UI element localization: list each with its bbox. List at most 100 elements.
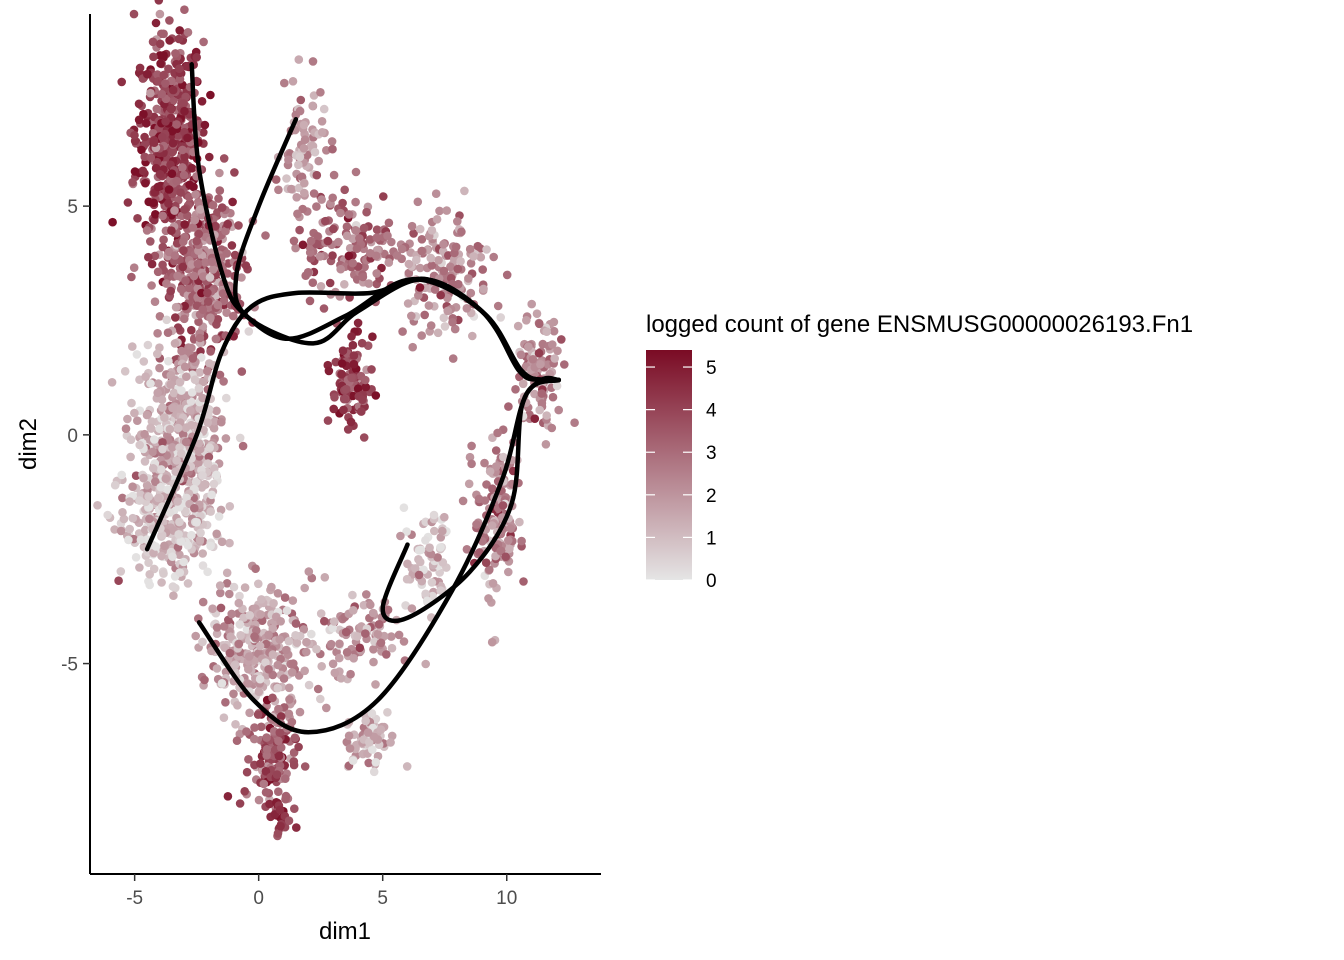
data-point xyxy=(126,452,135,462)
data-point xyxy=(156,482,166,492)
data-point xyxy=(341,627,351,637)
data-point xyxy=(141,372,150,382)
data-point xyxy=(154,379,163,388)
data-point xyxy=(330,393,339,402)
data-point xyxy=(163,485,173,494)
data-point xyxy=(261,658,270,667)
data-point xyxy=(203,567,212,577)
data-point xyxy=(334,237,343,247)
data-point xyxy=(292,193,302,202)
data-point xyxy=(349,606,358,615)
data-point xyxy=(308,57,318,66)
data-point xyxy=(289,236,299,246)
data-point xyxy=(269,599,278,608)
data-point xyxy=(219,154,229,163)
data-point xyxy=(291,619,301,628)
data-point xyxy=(159,29,168,39)
data-point xyxy=(128,178,137,187)
data-point xyxy=(167,169,177,178)
data-point xyxy=(117,77,126,87)
data-point xyxy=(368,608,378,618)
data-point xyxy=(309,91,319,100)
data-point xyxy=(180,220,189,229)
data-point xyxy=(329,404,339,414)
data-point xyxy=(178,145,187,155)
data-point xyxy=(417,235,427,244)
data-point xyxy=(383,231,392,240)
data-point xyxy=(493,428,502,438)
data-point xyxy=(304,680,314,690)
data-point xyxy=(231,720,240,729)
data-point xyxy=(328,659,338,669)
data-point xyxy=(110,525,119,534)
data-point xyxy=(235,799,245,808)
data-point xyxy=(238,441,248,451)
data-point xyxy=(357,407,366,416)
data-point xyxy=(107,378,117,387)
data-point xyxy=(180,5,189,14)
data-point xyxy=(153,329,162,338)
data-point xyxy=(397,244,407,254)
data-point xyxy=(166,286,175,296)
data-point xyxy=(158,403,167,412)
data-point xyxy=(213,300,223,310)
data-point xyxy=(358,272,368,282)
data-point xyxy=(426,549,436,559)
data-point xyxy=(506,524,515,533)
data-point xyxy=(344,731,354,741)
data-point xyxy=(349,654,359,663)
data-point xyxy=(196,528,205,538)
data-point xyxy=(215,370,225,380)
data-point xyxy=(421,536,430,545)
data-point xyxy=(502,270,512,280)
data-point xyxy=(171,49,180,58)
data-point xyxy=(127,398,136,408)
data-point xyxy=(123,414,132,424)
data-point xyxy=(541,440,551,449)
data-point xyxy=(141,178,150,188)
data-point xyxy=(229,689,238,699)
data-point xyxy=(342,222,352,231)
data-point xyxy=(236,631,245,640)
data-point xyxy=(120,367,130,376)
data-point xyxy=(153,267,163,277)
data-point xyxy=(284,155,293,165)
data-point xyxy=(433,328,443,338)
data-point xyxy=(245,611,255,620)
data-point xyxy=(487,637,497,647)
data-point xyxy=(327,137,337,146)
data-point xyxy=(344,251,354,261)
data-point xyxy=(321,216,330,226)
data-point xyxy=(131,471,141,481)
data-point xyxy=(128,342,137,351)
y-tick-label: 0 xyxy=(67,426,78,447)
data-point xyxy=(504,402,513,411)
data-point xyxy=(235,620,245,629)
data-point xyxy=(359,223,369,233)
data-point xyxy=(175,404,184,414)
data-point xyxy=(135,63,145,73)
data-point xyxy=(399,503,409,512)
data-point xyxy=(317,662,327,671)
data-point xyxy=(542,411,551,420)
data-point xyxy=(273,589,283,598)
data-point xyxy=(361,382,371,392)
data-point xyxy=(317,195,326,204)
data-point xyxy=(205,273,215,282)
data-point xyxy=(281,794,290,804)
data-point xyxy=(369,657,378,667)
data-point xyxy=(117,470,126,480)
data-point xyxy=(481,558,491,567)
data-point xyxy=(235,729,245,739)
data-point xyxy=(214,512,224,521)
data-point xyxy=(310,147,320,157)
data-point xyxy=(205,443,214,453)
data-point xyxy=(172,176,181,186)
legend-tick-label: 5 xyxy=(706,358,717,379)
data-point xyxy=(268,624,278,633)
data-point xyxy=(467,459,476,469)
data-point xyxy=(168,552,177,561)
data-point xyxy=(371,391,381,400)
data-point xyxy=(180,362,190,372)
data-point xyxy=(212,629,222,638)
